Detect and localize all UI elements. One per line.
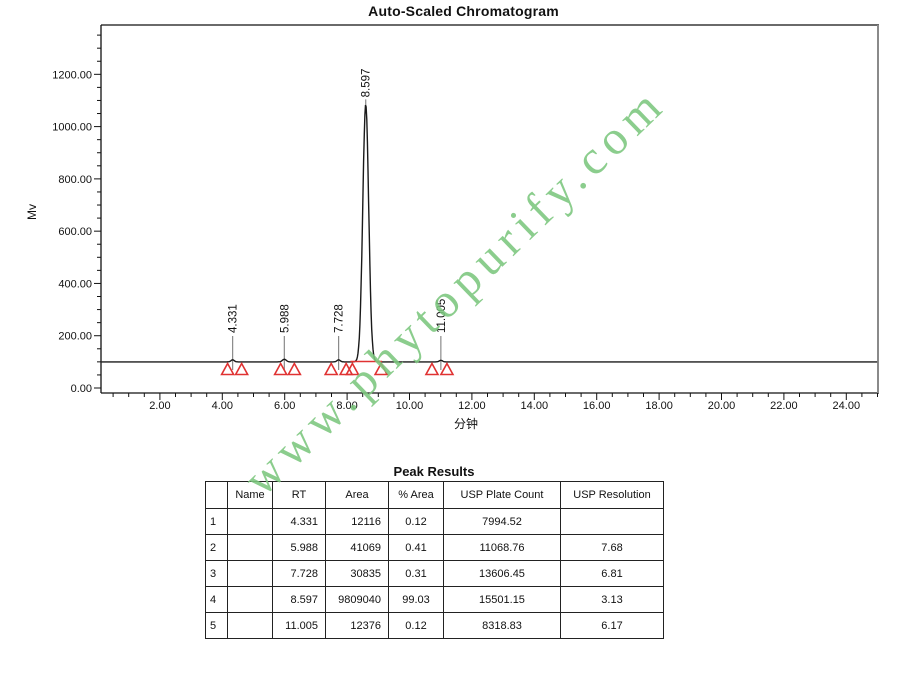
y-tick-label: 1200.00: [52, 69, 92, 81]
peak-rt-label: 4.331: [228, 304, 240, 333]
column-header: Area: [325, 481, 389, 509]
peak-marker-triangle: [338, 361, 354, 376]
table-cell: 12116: [325, 508, 389, 535]
peak-rt-label: 11.005: [436, 299, 448, 333]
peak-marker-triangle: [345, 361, 360, 376]
table-cell: 7.728: [272, 560, 326, 587]
table-row: 4 8.597 9809040 99.03 15501.15 3.13: [205, 586, 664, 613]
table-cell: [227, 612, 273, 639]
x-tick-label: 14.00: [521, 400, 549, 412]
table-cell: [227, 508, 273, 535]
table-cell: 4.331: [272, 508, 326, 535]
table-cell: 0.12: [388, 612, 444, 639]
table-cell: 8.597: [272, 586, 326, 613]
x-tick-label: 2.00: [149, 400, 170, 412]
peak-results-title: Peak Results: [393, 464, 475, 479]
table-cell: 6.17: [560, 612, 664, 639]
table-cell: 99.03: [388, 586, 444, 613]
peak-marker-triangle: [424, 361, 440, 376]
column-header: RT: [272, 481, 326, 509]
table-cell: 7994.52: [443, 508, 561, 535]
peak-marker-triangle: [220, 361, 235, 376]
table-cell: 7.68: [560, 534, 664, 561]
table-cell: 0.12: [388, 508, 444, 535]
table-row: 2 5.988 41069 0.41 11068.76 7.68: [205, 534, 664, 561]
table-cell: [227, 586, 273, 613]
x-tick-label: 6.00: [274, 400, 295, 412]
table-cell: 0.31: [388, 560, 444, 587]
peak-marker-triangle: [373, 361, 389, 376]
table-cell: 8318.83: [443, 612, 561, 639]
table-cell: 1: [205, 508, 228, 535]
column-header: % Area: [388, 481, 444, 509]
table-cell: 5: [205, 612, 228, 639]
table-cell: 5.988: [272, 534, 326, 561]
x-tick-label: 10.00: [396, 400, 424, 412]
table-row: 3 7.728 30835 0.31 13606.45 6.81: [205, 560, 664, 587]
x-tick-label: 8.00: [336, 400, 357, 412]
table-cell: 3: [205, 560, 228, 587]
peak-marker-triangle: [234, 361, 249, 376]
peak-rt-label: 5.988: [279, 304, 291, 333]
y-axis-title: Mv: [25, 204, 39, 220]
table-cell: 2: [205, 534, 228, 561]
x-tick-label: 16.00: [583, 400, 611, 412]
table-row: 1 4.331 12116 0.12 7994.52: [205, 508, 664, 535]
peak-rt-label: 7.728: [334, 304, 346, 333]
table-cell: 9809040: [325, 586, 389, 613]
peak-marker-triangle: [287, 361, 302, 376]
table-cell: [227, 534, 273, 561]
y-tick-label: 600.00: [58, 226, 92, 238]
column-header: USP Resolution: [560, 481, 664, 509]
table-cell: 15501.15: [443, 586, 561, 613]
table-cell: 11.005: [272, 612, 326, 639]
x-tick-label: 24.00: [833, 400, 861, 412]
table-cell: 3.13: [560, 586, 664, 613]
chromatogram-trace: [101, 104, 878, 363]
table-cell: 12376: [325, 612, 389, 639]
table-cell: 6.81: [560, 560, 664, 587]
y-tick-label: 800.00: [58, 174, 92, 186]
peak-rt-label: 8.597: [361, 69, 373, 98]
x-tick-label: 22.00: [770, 400, 798, 412]
table-row: 5 11.005 12376 0.12 8318.83 6.17: [205, 612, 664, 639]
y-tick-label: 0.00: [71, 383, 92, 395]
table-cell: [227, 560, 273, 587]
table-cell: 30835: [325, 560, 389, 587]
column-header: Name: [227, 481, 273, 509]
table-cell: 11068.76: [443, 534, 561, 561]
x-axis-title: 分钟: [454, 416, 478, 431]
chromatogram-plot: 2.00 4.00 6.00 8.00 10.00 12.00 14.00 16.00 18.0…: [25, 24, 879, 431]
y-tick-label: 400.00: [58, 278, 92, 290]
x-tick-label: 4.00: [212, 400, 233, 412]
peak-marker-triangle: [323, 361, 339, 376]
peak-results-table: Name RT Area% Area USP Plate Count USP Resol…: [205, 481, 664, 639]
table-cell: 41069: [325, 534, 389, 561]
table-cell: 13606.45: [443, 560, 561, 587]
column-header: USP Plate Count: [443, 481, 561, 509]
x-tick-label: 12.00: [458, 400, 486, 412]
y-tick-label: 200.00: [58, 331, 92, 343]
table-body: 1 4.331 12116 0.12 7994.52 2 5.988 41069 0.41 110…: [205, 508, 664, 639]
table-cell: [560, 508, 664, 535]
table-header-row: Name RT Area% Area USP Plate Count USP Resol…: [205, 481, 664, 509]
y-tick-label: 1000.00: [52, 122, 92, 134]
x-tick-label: 18.00: [645, 400, 673, 412]
table-cell: 4: [205, 586, 228, 613]
table-cell: 0.41: [388, 534, 444, 561]
x-tick-label: 20.00: [708, 400, 736, 412]
chart-title: Auto-Scaled Chromatogram: [368, 3, 559, 19]
column-header: [205, 481, 228, 509]
peak-marker-triangle: [439, 361, 455, 376]
peak-marker-triangle: [273, 361, 288, 376]
